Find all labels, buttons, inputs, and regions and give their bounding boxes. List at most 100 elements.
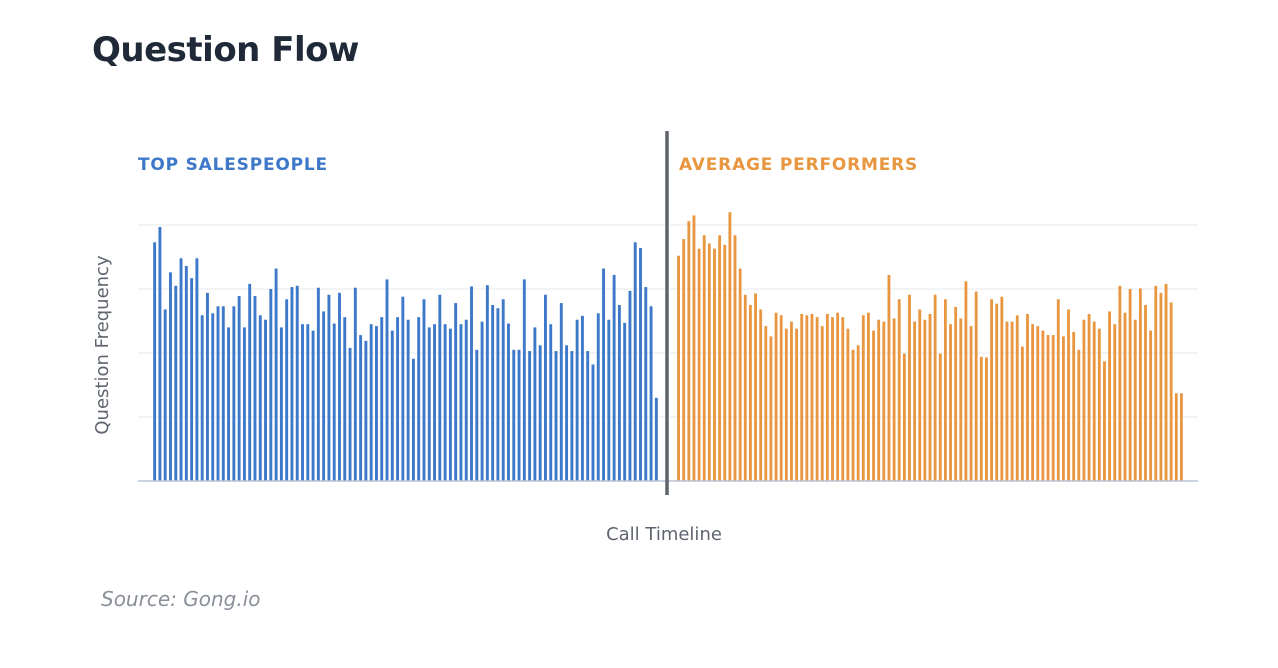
average-performers-bar-25 <box>800 313 804 481</box>
top-salespeople-bar-35 <box>332 323 336 481</box>
average-performers-bar-46 <box>908 294 911 481</box>
average-performers-bar-2 <box>682 239 686 481</box>
top-salespeople-bar-40 <box>359 335 363 481</box>
top-salespeople-bar-43 <box>375 326 378 481</box>
top-salespeople-bar-87 <box>607 319 611 481</box>
top-salespeople-bar-75 <box>544 294 547 481</box>
average-performers-bar-15 <box>748 305 752 481</box>
top-salespeople-bar-73 <box>533 327 537 481</box>
top-salespeople-bar-34 <box>327 294 331 481</box>
average-performers-bar-90 <box>1133 319 1137 481</box>
average-performers-bar-23 <box>790 321 793 481</box>
top-salespeople-bar-67 <box>501 299 505 481</box>
top-salespeople-bar-50 <box>411 358 415 481</box>
top-salespeople-bar-56 <box>443 324 447 481</box>
average-performers-bar-29 <box>820 326 824 481</box>
top-salespeople-bar-9 <box>195 258 199 481</box>
top-salespeople-bar-20 <box>253 296 257 481</box>
average-performers-bar-28 <box>815 317 819 481</box>
top-salespeople-bar-57 <box>448 328 452 481</box>
top-salespeople-bar-55 <box>438 294 442 481</box>
average-performers-bar-49 <box>923 319 927 481</box>
top-salespeople-bar-92 <box>633 242 637 481</box>
average-performers-bar-62 <box>990 299 993 481</box>
top-salespeople-bar-82 <box>580 315 584 481</box>
average-performers-bar-35 <box>851 349 855 481</box>
top-salespeople-bar-85 <box>596 313 600 481</box>
top-salespeople-bar-49 <box>406 319 410 481</box>
average-performers-bar-38 <box>867 312 870 481</box>
average-performers-bar-4 <box>692 215 696 481</box>
average-performers-bar-66 <box>1010 321 1014 481</box>
average-performers-bar-7 <box>707 243 711 481</box>
average-performers-bar-92 <box>1144 305 1147 481</box>
average-performers-bar-31 <box>831 317 834 481</box>
top-salespeople-bar-21 <box>258 315 262 481</box>
top-salespeople-bar-25 <box>279 327 283 481</box>
top-salespeople-bar-2 <box>158 226 162 481</box>
top-salespeople-bar-16 <box>232 306 236 481</box>
top-salespeople-bar-19 <box>248 283 252 481</box>
top-salespeople-bar-83 <box>586 351 590 481</box>
average-performers-bar-30 <box>825 313 829 481</box>
top-salespeople-bar-37 <box>343 317 347 481</box>
average-performers-bar-55 <box>954 306 958 481</box>
top-salespeople-bar-48 <box>401 296 405 481</box>
average-performers-bar-79 <box>1077 349 1081 481</box>
average-performers-bar-91 <box>1138 288 1142 481</box>
average-performers-bar-72 <box>1041 330 1045 481</box>
average-performers-bar-1 <box>677 255 680 481</box>
average-performers-bar-12 <box>733 235 737 481</box>
top-salespeople-bar-10 <box>200 315 204 481</box>
average-performers-bar-67 <box>1015 315 1019 481</box>
top-salespeople-bar-5 <box>174 285 178 481</box>
top-salespeople-bar-89 <box>617 305 621 481</box>
average-performers-bar-32 <box>836 312 840 481</box>
average-performers-bar-70 <box>1031 324 1035 481</box>
average-performers-bar-99 <box>1180 393 1183 481</box>
chart-title: Question Flow <box>92 30 359 70</box>
top-salespeople-bar-13 <box>216 306 220 481</box>
x-axis-label: Call Timeline <box>606 524 722 545</box>
average-performers-bar-6 <box>702 235 706 481</box>
average-performers-bars <box>677 212 1183 481</box>
average-performers-bar-82 <box>1092 321 1096 481</box>
top-salespeople-bar-15 <box>227 327 231 481</box>
top-salespeople-bar-26 <box>285 299 289 481</box>
average-performers-bar-53 <box>943 299 947 481</box>
average-performers-bar-68 <box>1020 346 1024 481</box>
average-performers-bar-44 <box>897 299 901 481</box>
average-performers-bar-59 <box>974 291 978 481</box>
average-performers-bar-16 <box>754 293 757 481</box>
top-salespeople-bar-17 <box>237 296 241 481</box>
top-salespeople-bar-94 <box>644 287 648 481</box>
top-salespeople-bar-32 <box>316 287 320 481</box>
average-performers-bar-42 <box>887 274 891 481</box>
average-performers-bar-47 <box>913 321 917 481</box>
average-performers-bar-76 <box>1062 336 1065 481</box>
average-performers-bar-74 <box>1051 335 1055 481</box>
average-performers-bar-63 <box>995 303 999 481</box>
top-salespeople-bar-14 <box>221 306 225 481</box>
average-performers-bar-85 <box>1108 311 1111 481</box>
average-performers-bar-94 <box>1154 285 1158 481</box>
top-salespeople-bar-4 <box>169 272 172 481</box>
average-performers-bar-5 <box>697 248 701 481</box>
average-performers-bar-11 <box>728 212 732 481</box>
top-salespeople-bar-42 <box>369 324 373 481</box>
average-performers-bar-83 <box>1097 328 1101 481</box>
average-performers-bar-45 <box>902 353 906 481</box>
average-performers-bar-20 <box>774 312 778 481</box>
series-label-average-performers: AVERAGE PERFORMERS <box>679 155 918 175</box>
average-performers-bar-56 <box>959 318 963 481</box>
top-salespeople-bars <box>153 226 658 481</box>
average-performers-bar-19 <box>769 336 773 481</box>
average-performers-bar-58 <box>969 326 973 481</box>
average-performers-bar-69 <box>1026 313 1029 481</box>
average-performers-bar-37 <box>861 315 865 481</box>
average-performers-bar-34 <box>846 328 850 481</box>
top-salespeople-bar-93 <box>639 248 642 481</box>
top-salespeople-bar-64 <box>485 285 489 481</box>
average-performers-bar-48 <box>918 309 922 481</box>
